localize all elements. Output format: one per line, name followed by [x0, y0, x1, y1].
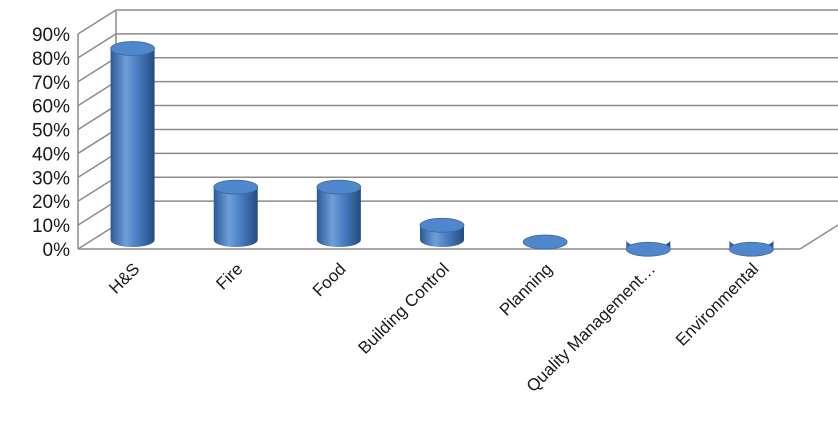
bar-top — [213, 179, 259, 195]
x-tick-label: Food — [309, 259, 350, 300]
gridline-side — [77, 104, 117, 131]
floor-right-edge — [799, 224, 838, 250]
bar — [110, 41, 155, 248]
bar-top — [522, 234, 568, 250]
gridline-side — [77, 200, 117, 226]
gridline-side — [77, 9, 117, 35]
gridline-side — [77, 128, 117, 155]
y-axis: 0% 10% 20% 30% 40%50% 60% 70% 80% 90% — [32, 25, 70, 261]
x-tick-label: Planning — [496, 259, 556, 319]
gridline-side — [77, 57, 117, 83]
bars — [110, 41, 774, 257]
gridline-side — [77, 81, 117, 107]
bar — [625, 240, 671, 257]
bar-body — [316, 187, 361, 247]
x-tick-label: Environmental — [672, 259, 762, 349]
gridline-side — [77, 224, 117, 250]
y-tick-label: 10% — [32, 216, 70, 237]
x-tick-label: Fire — [212, 259, 246, 293]
x-tick-label: Building Control — [355, 259, 453, 357]
y-tick-label: 30% — [32, 168, 70, 189]
bar-top — [419, 217, 465, 233]
bar-top — [729, 241, 774, 257]
gridline-side — [77, 152, 117, 178]
bar — [419, 217, 465, 247]
bar-top — [110, 41, 155, 56]
bar — [316, 179, 362, 247]
bar — [522, 234, 568, 250]
y-tick-label: 50% — [32, 121, 70, 142]
y-tick-label: 90% — [32, 25, 70, 46]
bar-top — [316, 179, 362, 195]
y-tick-label: 40% — [32, 144, 70, 165]
gridline-side — [77, 176, 117, 202]
y-tick-label: 0% — [43, 240, 71, 261]
y-tick-label: 80% — [32, 49, 70, 70]
bar — [213, 179, 259, 247]
x-tick-label: H&S — [105, 259, 143, 297]
y-tick-label: 70% — [32, 73, 70, 94]
bar-top — [625, 241, 671, 257]
category-labels: H&S Fire Food Building Control PlanningQuali… — [105, 259, 762, 395]
gridlines — [77, 9, 838, 250]
y-tick-label: 60% — [32, 97, 70, 118]
bar-body — [110, 48, 155, 248]
y-tick-label: 20% — [32, 192, 70, 213]
bar-body — [213, 187, 258, 247]
gridline-side — [77, 33, 117, 59]
bar — [729, 240, 774, 257]
